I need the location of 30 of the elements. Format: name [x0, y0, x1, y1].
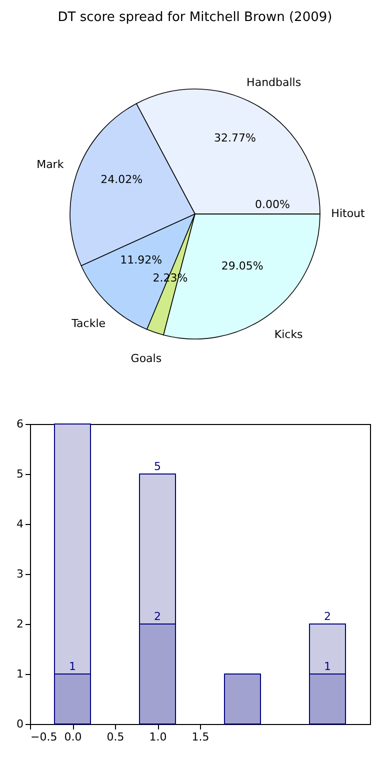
bar [224, 674, 261, 724]
data-label: 1 [69, 660, 76, 673]
slice-label: Handballs [246, 76, 302, 89]
x-tick-label: 1.5 [192, 730, 210, 744]
chart-title: DT score spread for Mitchell Brown (2009) [58, 10, 332, 25]
data-label: 29.05% [221, 259, 264, 272]
x-tick-label: 0.0 [64, 730, 82, 744]
data-label: 2 [154, 610, 161, 623]
slice-label: Kicks [274, 328, 304, 342]
y-tick-label: 2 [16, 618, 24, 630]
y-tick-label: 3 [16, 568, 24, 580]
y-tick-label: 6 [16, 418, 24, 430]
slice-label: Tackle [70, 316, 106, 330]
data-label: 32.77% [214, 132, 256, 145]
y-tick-label: 5 [16, 468, 24, 480]
text: 0.00% [255, 198, 290, 211]
y-tick-label: 4 [16, 518, 24, 530]
data-label: 11.92% [120, 254, 162, 267]
x-tick-label: 1.0 [149, 730, 167, 744]
data-label: 24.02% [100, 173, 143, 186]
total-label: 5 [154, 460, 161, 473]
category-label: Hitout [331, 207, 365, 220]
y-tick-label: 0 [16, 718, 24, 730]
total-label: 2 [324, 610, 331, 623]
data-label: 1 [324, 660, 331, 673]
x-tick-label: 0.5 [106, 730, 124, 744]
slice-label: Goals [130, 352, 162, 366]
y-tick-label: 1 [16, 668, 24, 680]
slice-label: Mark [36, 158, 64, 171]
x-tick-label: −0.5 [30, 730, 58, 744]
